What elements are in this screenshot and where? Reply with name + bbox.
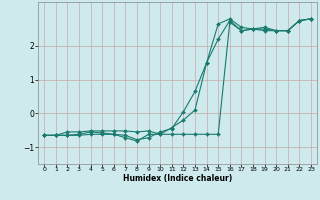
- X-axis label: Humidex (Indice chaleur): Humidex (Indice chaleur): [123, 174, 232, 183]
